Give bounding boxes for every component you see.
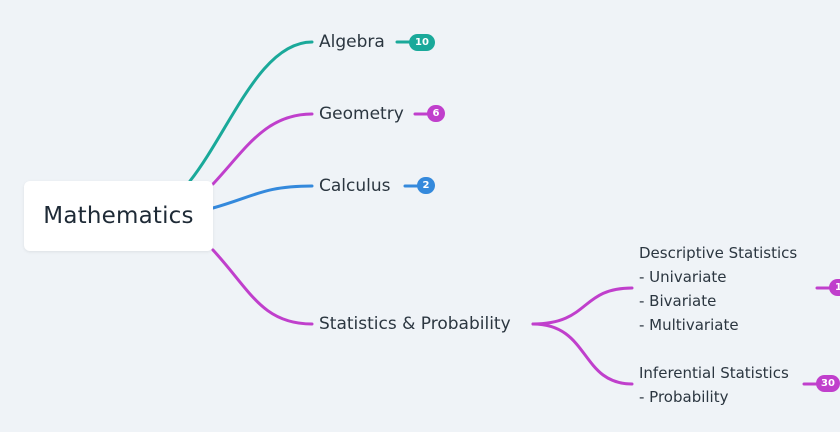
badge-calculus-count[interactable]: 2 (417, 177, 435, 194)
badge-algebra-count[interactable]: 10 (409, 34, 435, 51)
subtopic-descriptive-line: - Multivariate (639, 316, 739, 334)
topic-geometry-label: Geometry (319, 104, 404, 124)
topic-statistics-probability[interactable]: Statistics & Probability (319, 314, 511, 334)
topic-statistics-label: Statistics & Probability (319, 314, 511, 334)
topic-algebra[interactable]: Algebra (319, 32, 385, 52)
subtopic-descriptive-line: Descriptive Statistics (639, 244, 798, 262)
root-node-label: Mathematics (43, 203, 194, 229)
connector-calculus (211, 184, 314, 210)
connector-descriptive (531, 286, 634, 326)
subtopic-descriptive-statistics[interactable]: Descriptive Statistics - Univariate - Bi… (639, 241, 797, 337)
root-node-mathematics[interactable]: Mathematics (24, 181, 213, 251)
topic-geometry[interactable]: Geometry (319, 104, 404, 124)
topic-algebra-label: Algebra (319, 32, 385, 52)
topic-calculus-label: Calculus (319, 176, 391, 196)
connector-inferential (531, 322, 634, 386)
connector-geometry (211, 112, 314, 186)
subtopic-descriptive-line: - Univariate (639, 268, 727, 286)
topic-calculus[interactable]: Calculus (319, 176, 391, 196)
badge-descriptive-count[interactable]: 1 (829, 279, 840, 296)
subtopic-descriptive-line: - Bivariate (639, 292, 717, 310)
connector-algebra (188, 40, 314, 183)
connector-statistics (211, 248, 314, 326)
subtopic-inferential-line: Inferential Statistics (639, 364, 789, 382)
subtopic-inferential-statistics[interactable]: Inferential Statistics - Probability (639, 361, 789, 409)
subtopic-inferential-line: - Probability (639, 388, 729, 406)
badge-geometry-count[interactable]: 6 (427, 105, 445, 122)
badge-inferential-count[interactable]: 30 (816, 375, 840, 392)
